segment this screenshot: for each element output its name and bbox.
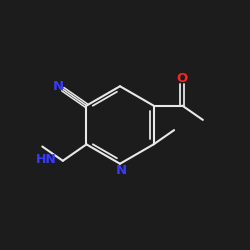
Text: N: N xyxy=(53,80,64,93)
Text: O: O xyxy=(177,72,188,85)
Text: HN: HN xyxy=(36,153,56,166)
Text: N: N xyxy=(116,164,127,177)
